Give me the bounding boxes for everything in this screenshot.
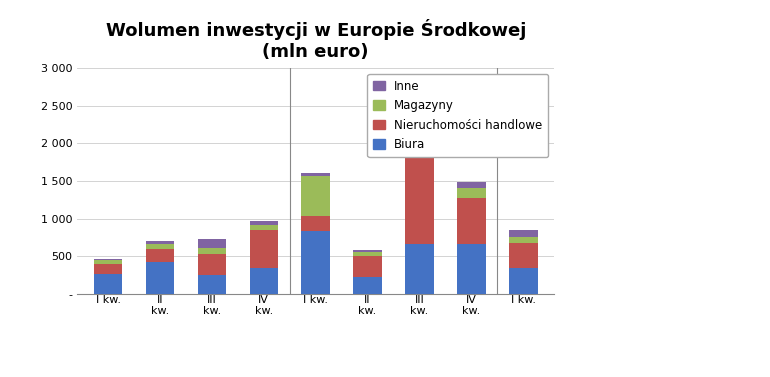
Bar <box>509 237 537 243</box>
Bar <box>353 277 382 294</box>
Bar <box>301 231 330 294</box>
Bar <box>509 268 537 294</box>
Bar <box>146 262 174 294</box>
Bar <box>249 230 278 268</box>
Bar <box>249 225 278 230</box>
Legend: Inne, Magazyny, Nieruchomości handlowe, Biura: Inne, Magazyny, Nieruchomości handlowe, … <box>367 74 548 157</box>
Bar <box>509 230 537 237</box>
Bar <box>509 243 537 268</box>
Bar <box>301 216 330 231</box>
Bar <box>457 244 486 294</box>
Bar <box>146 241 174 244</box>
Bar <box>405 109 434 138</box>
Title: Wolumen inwestycji w Europie Środkowej
(mln euro): Wolumen inwestycji w Europie Środkowej (… <box>105 19 526 61</box>
Bar <box>249 221 278 225</box>
Bar <box>405 144 434 244</box>
Bar <box>94 260 122 264</box>
Bar <box>146 249 174 262</box>
Bar <box>198 248 226 254</box>
Bar <box>301 173 330 176</box>
Bar <box>198 254 226 275</box>
Bar <box>249 268 278 294</box>
Bar <box>353 250 382 252</box>
Bar <box>457 198 486 244</box>
Bar <box>457 188 486 198</box>
Bar <box>94 264 122 274</box>
Bar <box>405 244 434 294</box>
Bar <box>405 138 434 144</box>
Bar <box>353 256 382 277</box>
Bar <box>94 274 122 294</box>
Bar <box>146 244 174 249</box>
Bar <box>198 275 226 294</box>
Bar <box>94 259 122 260</box>
Bar <box>301 176 330 216</box>
Bar <box>353 252 382 256</box>
Bar <box>457 182 486 188</box>
Bar <box>198 239 226 248</box>
